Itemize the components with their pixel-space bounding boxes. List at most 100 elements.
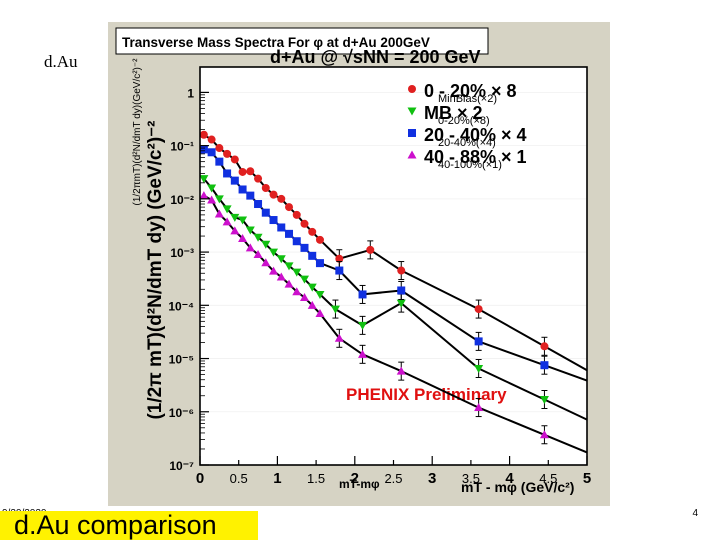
data-point [253,250,263,259]
y-tick-label: 1 [187,86,194,100]
data-point [292,268,302,277]
legend-label: 0 - 20% × 8 [424,81,517,101]
data-point [285,229,294,238]
data-point [246,191,255,200]
data-point [277,223,286,232]
data-point [396,299,406,308]
data-point [358,349,368,358]
legend-label: 20 - 40% × 4 [424,125,527,145]
chart-annotation: PHENIX Preliminary [346,385,507,404]
data-point [315,259,324,268]
data-point [222,205,232,214]
data-point [474,365,484,374]
x-tick-label: 3 [428,470,436,487]
chart-ylabel: (1/2π mT)(d²N/dmT dy) (GeV/c²)⁻² [145,120,166,419]
data-point [269,190,278,199]
data-point [207,148,216,157]
data-point [474,403,484,412]
data-point [230,176,239,185]
data-point [261,183,270,192]
data-point [269,266,279,275]
y-tick-label: 10⁻⁵ [169,353,194,367]
data-point [540,361,549,370]
x-tick-label: 0.5 [230,471,248,486]
chart-subtitle: d+Au @ √sNN = 200 GeV [270,47,481,67]
x-tick-label: 1 [273,470,281,487]
fit-curve [203,133,588,372]
x-tick-label: 4.5 [539,471,557,486]
data-point [299,275,309,284]
data-point [358,290,367,299]
data-point [276,255,286,264]
legend-marker [408,85,416,93]
legend-small-label: 40-100%(×1) [438,159,502,171]
data-point [397,266,406,275]
plot-axes-frame [199,66,588,466]
y-tick-label: 10⁻⁴ [168,299,194,313]
y-tick-label: 10⁻⁶ [169,406,194,420]
data-point [214,195,224,204]
data-point [396,366,406,375]
x-tick-label: 1.5 [307,471,325,486]
x-tick-label: 2 [351,470,359,487]
data-point [207,195,217,204]
data-point [269,248,279,257]
footer-title: d.Au comparison [0,511,258,540]
data-point [276,272,286,281]
data-point [245,243,255,252]
legend-marker [408,129,416,137]
data-point [285,203,294,212]
chart-xlabel: mT - mφ (GeV/c²) [461,479,574,495]
data-point [300,243,309,252]
data-point [238,216,248,225]
data-point [238,185,247,194]
data-point [230,155,239,164]
legend-small-label: MinBias(×2) [438,93,497,105]
data-point [539,430,549,439]
data-point [254,200,263,209]
data-point [307,283,317,292]
page-number: 4 [692,508,698,519]
x-tick-label: 2.5 [384,471,402,486]
y-tick-label: 10⁻² [170,193,194,207]
x-tick-label: 5 [583,470,591,487]
data-point [308,251,317,260]
data-point [254,174,263,183]
data-point [308,227,317,236]
data-point [269,216,278,225]
chart-svg: Transverse Mass Spectra For φ at d+Au 20… [115,27,591,495]
data-point [397,286,406,295]
data-point [199,175,209,184]
data-point [292,287,302,296]
data-point [292,237,301,246]
data-point [299,293,309,302]
chart-xlabel-alt: mT-mφ [339,477,380,491]
data-point [335,254,344,263]
data-point [284,279,294,288]
data-point [540,342,549,351]
data-point [261,240,271,249]
fit-curve [203,177,588,421]
data-point [238,167,247,176]
fit-curve [203,194,588,454]
data-point [366,245,375,254]
data-point [358,321,368,330]
data-point [315,309,325,318]
legend-label: 40 - 88% × 1 [424,147,527,167]
slide-label: d.Au [44,52,78,71]
legend-label: MB × 2 [424,103,483,123]
data-point [539,396,549,405]
data-point [300,219,309,228]
data-point [277,194,286,203]
data-point [207,184,217,193]
data-point [223,149,232,158]
data-point [330,305,340,314]
x-tick-label: 4 [505,470,514,487]
x-tick-label: 3.5 [462,471,480,486]
data-point [223,169,232,178]
data-point [207,135,216,144]
data-point [253,233,263,242]
legend-small-label: 20-40%(×4) [438,137,496,149]
data-point [315,290,325,299]
data-point [315,235,324,244]
